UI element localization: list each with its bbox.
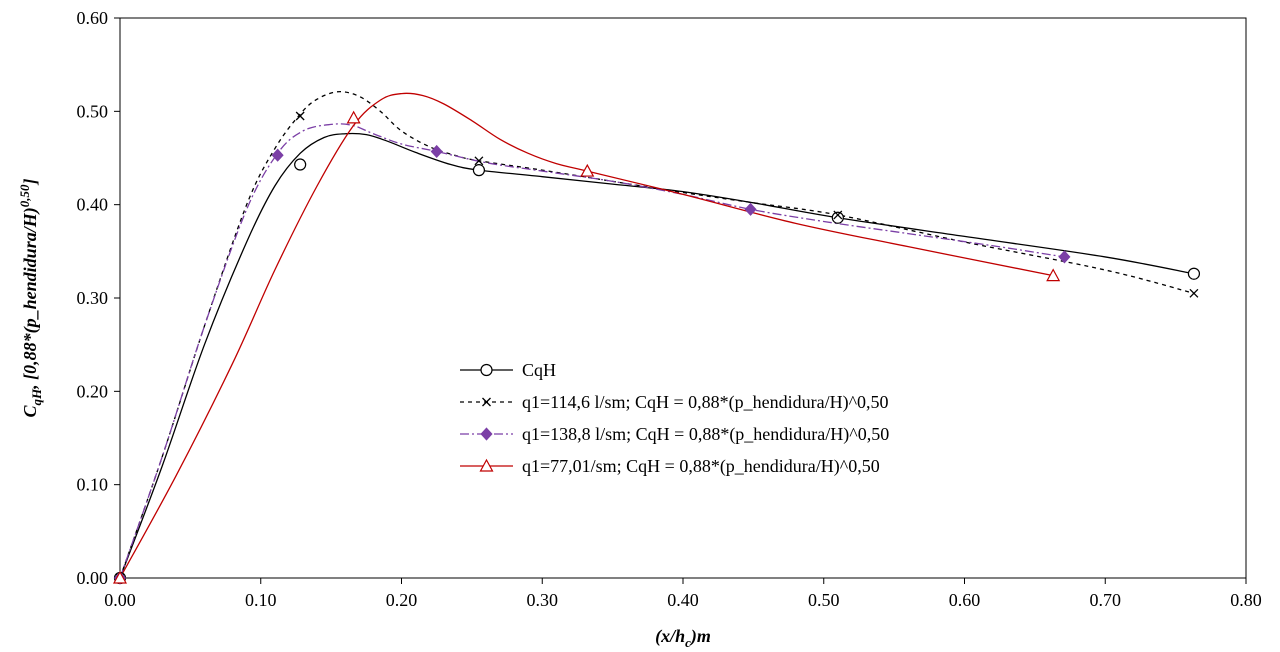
- x-tick-label: 0.50: [808, 590, 840, 610]
- x-tick-label: 0.10: [245, 590, 277, 610]
- series-line-4: [119, 92, 1054, 579]
- legend-marker-3: [480, 427, 493, 441]
- y-axis-title-sup: 0,50: [17, 184, 32, 207]
- series-markers: [112, 110, 1201, 585]
- y-tick-label: 0.40: [77, 195, 109, 215]
- series-line-1: [119, 132, 1195, 579]
- series-line-3: [119, 123, 1065, 579]
- legend-marker-1: [480, 363, 493, 377]
- x-tick-label: 0.30: [527, 590, 559, 610]
- x-axis-title: (x/hc)m: [655, 626, 711, 650]
- y-tick-label: 0.30: [77, 288, 109, 308]
- series-3-point: [1058, 250, 1071, 264]
- series-2-point: [1189, 288, 1199, 298]
- series-2-point: [295, 111, 305, 121]
- series-4-point: [1046, 268, 1061, 282]
- series-4-point: [112, 570, 128, 584]
- y-tick-label: 0.60: [77, 8, 109, 28]
- y-axis-title-mid: , [0,88*(p_hendidura/H): [20, 207, 41, 390]
- x-tick-label: 0.70: [1090, 590, 1122, 610]
- series-curves: [119, 91, 1195, 579]
- x-tick-label: 0.80: [1230, 590, 1262, 610]
- series-1-point: [472, 164, 486, 177]
- y-axis-title-sub: qH: [29, 388, 44, 406]
- y-axis-title: CqH, [0,88*(p_hendidura/H)0,50]: [17, 179, 44, 418]
- x-tick-label: 0.20: [386, 590, 418, 610]
- y-axis-title-tail: ]: [20, 179, 40, 186]
- series-1-point: [1187, 267, 1201, 280]
- legend: CqH q1=114,6 l/sm; CqH = 0,88*(p_hendidur…: [460, 360, 889, 477]
- series-1-point: [294, 158, 307, 171]
- x-tick-label: 0.00: [104, 590, 136, 610]
- axis-ticks: 0.00 0.10 0.20 0.30 0.40 0.50 0.60 0.70 0.80 0.00…: [77, 8, 1262, 610]
- x-tick-label: 0.60: [949, 590, 981, 610]
- y-tick-label: 0.50: [77, 101, 109, 121]
- legend-label-4: q1=77,01/sm; CqH = 0,88*(p_hendidura/H)^…: [522, 456, 880, 477]
- series-3-point: [744, 202, 757, 216]
- legend-marker-4: [479, 458, 494, 472]
- series-4-point: [346, 110, 361, 124]
- legend-marker-2: [482, 397, 491, 407]
- y-axis-title-main: C: [20, 404, 40, 417]
- x-axis-title-tail: )m: [689, 626, 711, 647]
- series-3-point: [271, 148, 284, 162]
- legend-label-3: q1=138,8 l/sm; CqH = 0,88*(p_hendidura/H…: [522, 424, 889, 445]
- plot-area: [119, 17, 1247, 579]
- x-axis-title-sub: c: [685, 635, 691, 650]
- series-4-point: [580, 163, 595, 177]
- series-2-point: [474, 156, 484, 166]
- x-axis-title-main: (x/h: [655, 626, 685, 647]
- y-tick-label: 0.20: [77, 381, 109, 401]
- series-1-point: [831, 211, 844, 224]
- y-tick-label: 0.00: [77, 568, 109, 588]
- legend-label-2: q1=114,6 l/sm; CqH = 0,88*(p_hendidura/H…: [522, 392, 889, 413]
- x-tick-label: 0.40: [667, 590, 699, 610]
- y-tick-label: 0.10: [77, 475, 109, 495]
- series-2-point: [833, 210, 843, 220]
- legend-label-1: CqH: [522, 360, 556, 380]
- series-3-point: [430, 144, 443, 159]
